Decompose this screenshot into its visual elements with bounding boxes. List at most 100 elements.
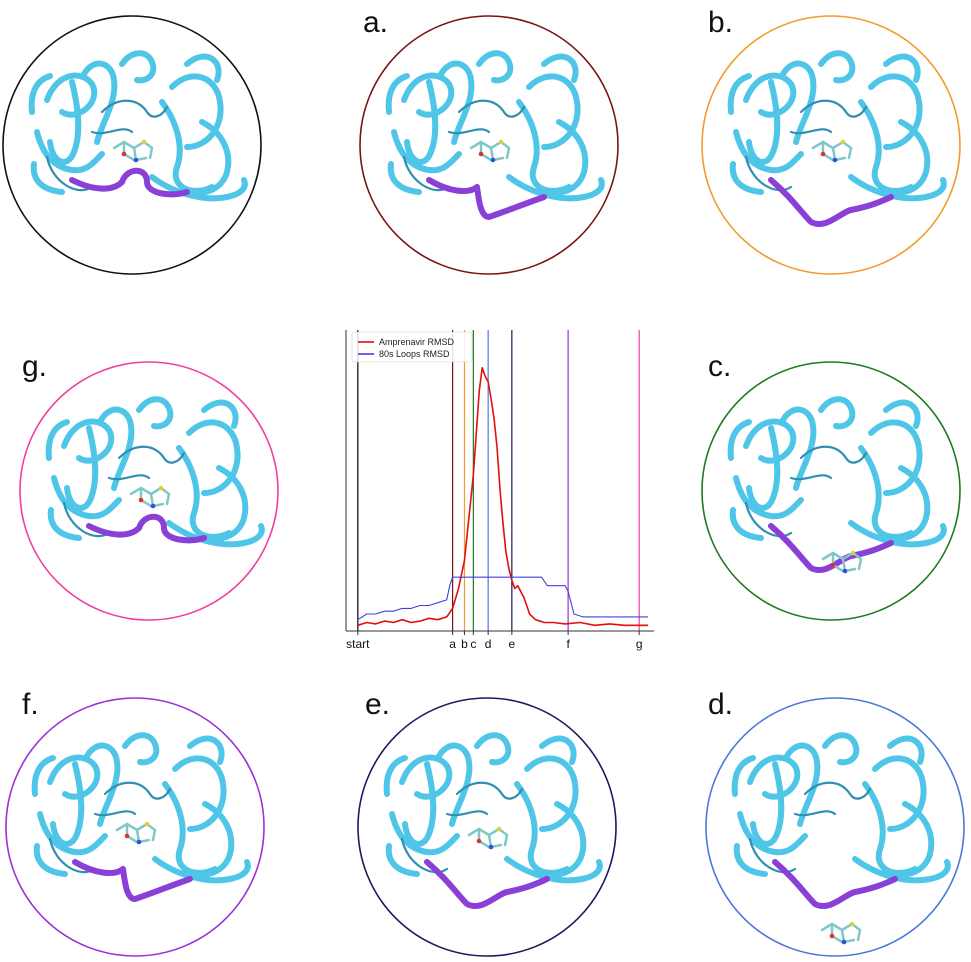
beta-strand (385, 73, 410, 115)
beta-strand (184, 119, 232, 196)
beta-strand (780, 406, 817, 491)
coil (457, 99, 526, 118)
coil (789, 474, 833, 481)
beta-strand (883, 399, 921, 429)
beta-strand (84, 742, 121, 827)
beta-strand (33, 843, 68, 877)
nitrogen-atom (842, 568, 848, 574)
beta-strand (541, 53, 579, 83)
panel-a (358, 14, 620, 276)
amprenavir-ligand (821, 550, 863, 574)
beta-strand (848, 174, 947, 202)
ligand-bond (142, 140, 154, 160)
ligand-bond (145, 822, 157, 842)
protein-cartoon (28, 50, 248, 202)
oxygen-atom (478, 151, 484, 157)
x-tick-label: a (449, 637, 456, 651)
x-tick-label: start (346, 637, 370, 651)
beta-strand (387, 161, 422, 195)
nitrogen-atom (832, 157, 838, 163)
flap-strand (136, 396, 174, 430)
rmsd-chart: start a b c d e f g Amprenavir RMSD 80s Loops RMS… (322, 318, 657, 658)
coil (793, 810, 837, 817)
sulfur-atom (840, 139, 846, 145)
amprenavir-ligand (469, 139, 511, 163)
coil (789, 128, 833, 135)
flap-loop (772, 859, 898, 909)
x-tick-label: d (485, 637, 492, 651)
ligand-bond (821, 551, 855, 561)
x-tick-label: g (636, 637, 643, 651)
molecule-g (19, 361, 279, 621)
beta-strand (98, 406, 135, 491)
ligand-bond (159, 486, 171, 506)
x-tick-label: c (470, 637, 476, 651)
ligand-bond (811, 140, 845, 150)
nitrogen-atom (841, 939, 847, 945)
beta-strand (733, 129, 804, 174)
coil (748, 837, 797, 874)
ligand-bond (499, 140, 511, 160)
coil (90, 128, 134, 135)
nitrogen-atom (133, 157, 139, 163)
amprenavir-ligand (129, 485, 171, 509)
oxygen-atom (476, 838, 482, 844)
beta-strand (51, 475, 122, 520)
molecule-c (701, 361, 961, 621)
beta-strand (541, 119, 589, 196)
molecule-start (2, 15, 262, 275)
coil (400, 837, 449, 874)
molecule-d (705, 697, 965, 957)
beta-strand (50, 761, 85, 847)
nitrogen-atom (150, 503, 156, 509)
beta-strand (47, 507, 82, 541)
beta-strand (187, 735, 225, 765)
beta-strand (184, 53, 222, 83)
protein-cartoon (727, 50, 947, 227)
beta-strand (539, 801, 587, 878)
flap-strand (119, 50, 157, 84)
label-a: a. (363, 6, 389, 39)
beta-strand (438, 60, 475, 145)
beta-strand (848, 520, 947, 548)
label-d: d. (708, 688, 734, 721)
molecule-b (701, 15, 961, 275)
flap-strand (818, 396, 856, 430)
ligand-bond (850, 922, 862, 942)
beta-strand (64, 425, 99, 511)
panel-c (700, 360, 962, 622)
beta-strand (31, 755, 56, 797)
molecule-f (5, 697, 265, 957)
oxygen-atom (121, 151, 127, 157)
coil (447, 128, 491, 135)
beta-strand (506, 174, 605, 202)
beta-strand (784, 742, 821, 827)
sulfur-atom (144, 821, 150, 827)
beta-strand (45, 419, 70, 461)
beta-strand (383, 755, 408, 797)
beta-strand (186, 419, 241, 496)
coil (803, 781, 872, 800)
beta-strand (404, 79, 439, 165)
chart-legend: Amprenavir RMSD 80s Loops RMSD (351, 331, 473, 363)
panel-b (700, 14, 962, 276)
x-tick-label: f (566, 637, 570, 651)
oxygen-atom (829, 933, 835, 939)
oxygen-atom (124, 833, 130, 839)
nitrogen-atom (136, 839, 142, 845)
ligand-bond (497, 827, 509, 847)
oxygen-atom (820, 151, 826, 157)
beta-strand (539, 735, 577, 765)
coil (103, 781, 172, 800)
panel-ring (701, 15, 961, 275)
label-g: g. (22, 350, 48, 383)
beta-strand (872, 755, 927, 832)
ligand-bond (112, 140, 146, 150)
beta-strand (169, 73, 224, 150)
flap-strand (474, 732, 512, 766)
protein-cartoon (45, 396, 265, 548)
coil (445, 810, 489, 817)
series-line-0 (357, 366, 649, 627)
flap-loop (426, 177, 547, 220)
oxygen-atom (830, 562, 836, 568)
